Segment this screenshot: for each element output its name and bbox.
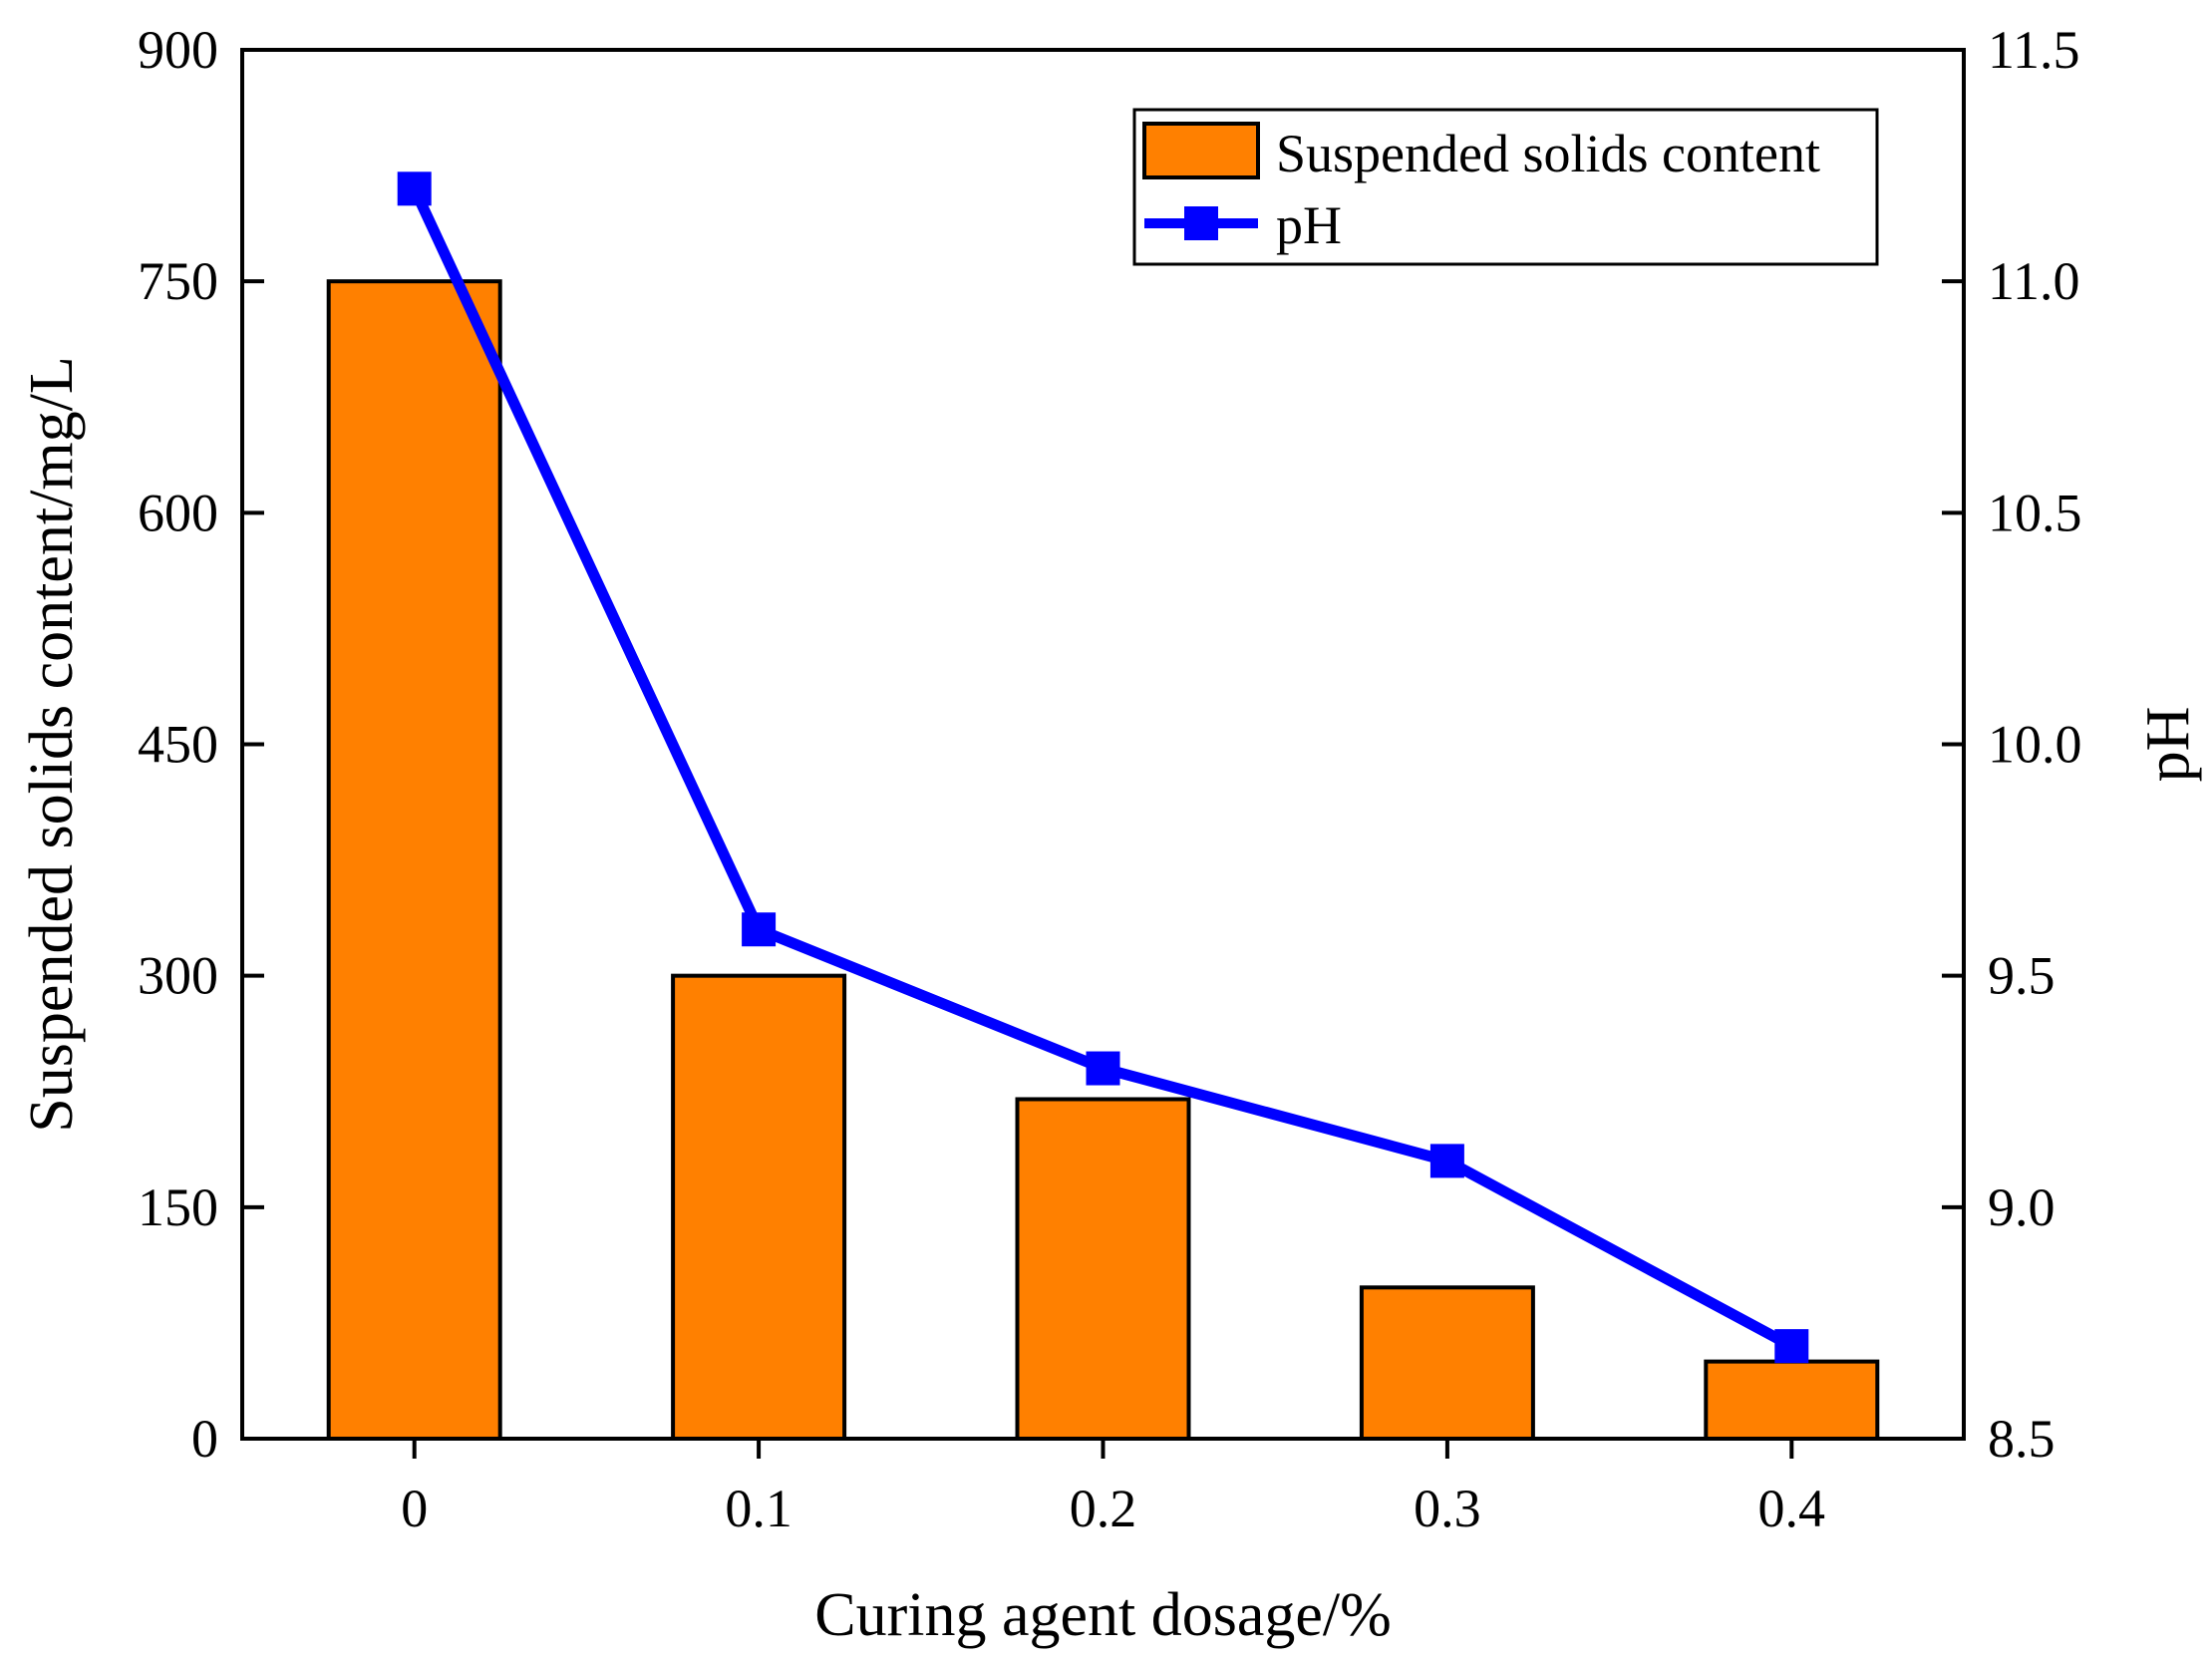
right-tick-label: 10.0 <box>1988 715 2082 775</box>
legend-label-ph: pH <box>1276 195 1342 255</box>
legend-bar-swatch <box>1142 122 1260 179</box>
legend-line-marker <box>1184 206 1218 240</box>
left-tick-label: 600 <box>138 483 218 542</box>
x-tick-label: 0.3 <box>1414 1479 1481 1538</box>
left-tick-label: 900 <box>138 20 218 80</box>
bars-layer <box>326 279 1880 1442</box>
x-tick-label: 0 <box>401 1479 428 1538</box>
x-axis-ticks: 0 0.1 0.2 0.3 0.4 <box>401 1439 1825 1538</box>
bar-suspended-solids-4 <box>1704 1359 1880 1441</box>
right-tick-label: 9.0 <box>1988 1177 2055 1237</box>
x-tick-label: 0.2 <box>1070 1479 1137 1538</box>
ph-point-0 <box>397 171 432 206</box>
legend-label-suspended-solids: Suspended solids content <box>1276 124 1820 183</box>
bar-suspended-solids-2 <box>1015 1097 1191 1441</box>
left-tick-label: 0 <box>191 1409 218 1469</box>
right-tick-label: 10.5 <box>1988 483 2082 542</box>
bar-suspended-solids-1 <box>671 973 847 1442</box>
x-tick-label: 0.1 <box>725 1479 792 1538</box>
left-axis-title: Suspended solids content/mg/L <box>18 356 86 1132</box>
bar-suspended-solids-3 <box>1359 1285 1535 1441</box>
right-tick-label: 11.0 <box>1988 251 2080 311</box>
ph-point-4 <box>1774 1329 1809 1364</box>
ph-point-2 <box>1086 1051 1120 1086</box>
bar-suspended-solids-0 <box>326 279 502 1442</box>
ph-point-1 <box>742 912 777 947</box>
right-axis-title: pH <box>2134 707 2202 783</box>
right-tick-label: 8.5 <box>1988 1409 2055 1469</box>
left-tick-label: 750 <box>138 251 218 311</box>
left-tick-label: 300 <box>138 946 218 1006</box>
legend: Suspended solids content pH <box>1132 108 1879 266</box>
left-axis-ticks: 0 150 300 450 600 750 900 <box>138 20 264 1469</box>
x-tick-label: 0.4 <box>1758 1479 1826 1538</box>
right-tick-label: 9.5 <box>1988 946 2055 1006</box>
right-axis-ticks: 8.5 9.0 9.5 10.0 10.5 11.0 11.5 <box>1942 20 2082 1469</box>
right-tick-label: 11.5 <box>1988 20 2080 80</box>
left-tick-label: 150 <box>138 1177 218 1237</box>
left-tick-label: 450 <box>138 715 218 775</box>
ph-point-3 <box>1429 1144 1464 1178</box>
x-axis-title: Curing agent dosage/% <box>814 1581 1392 1649</box>
line-layer <box>397 171 1809 1364</box>
